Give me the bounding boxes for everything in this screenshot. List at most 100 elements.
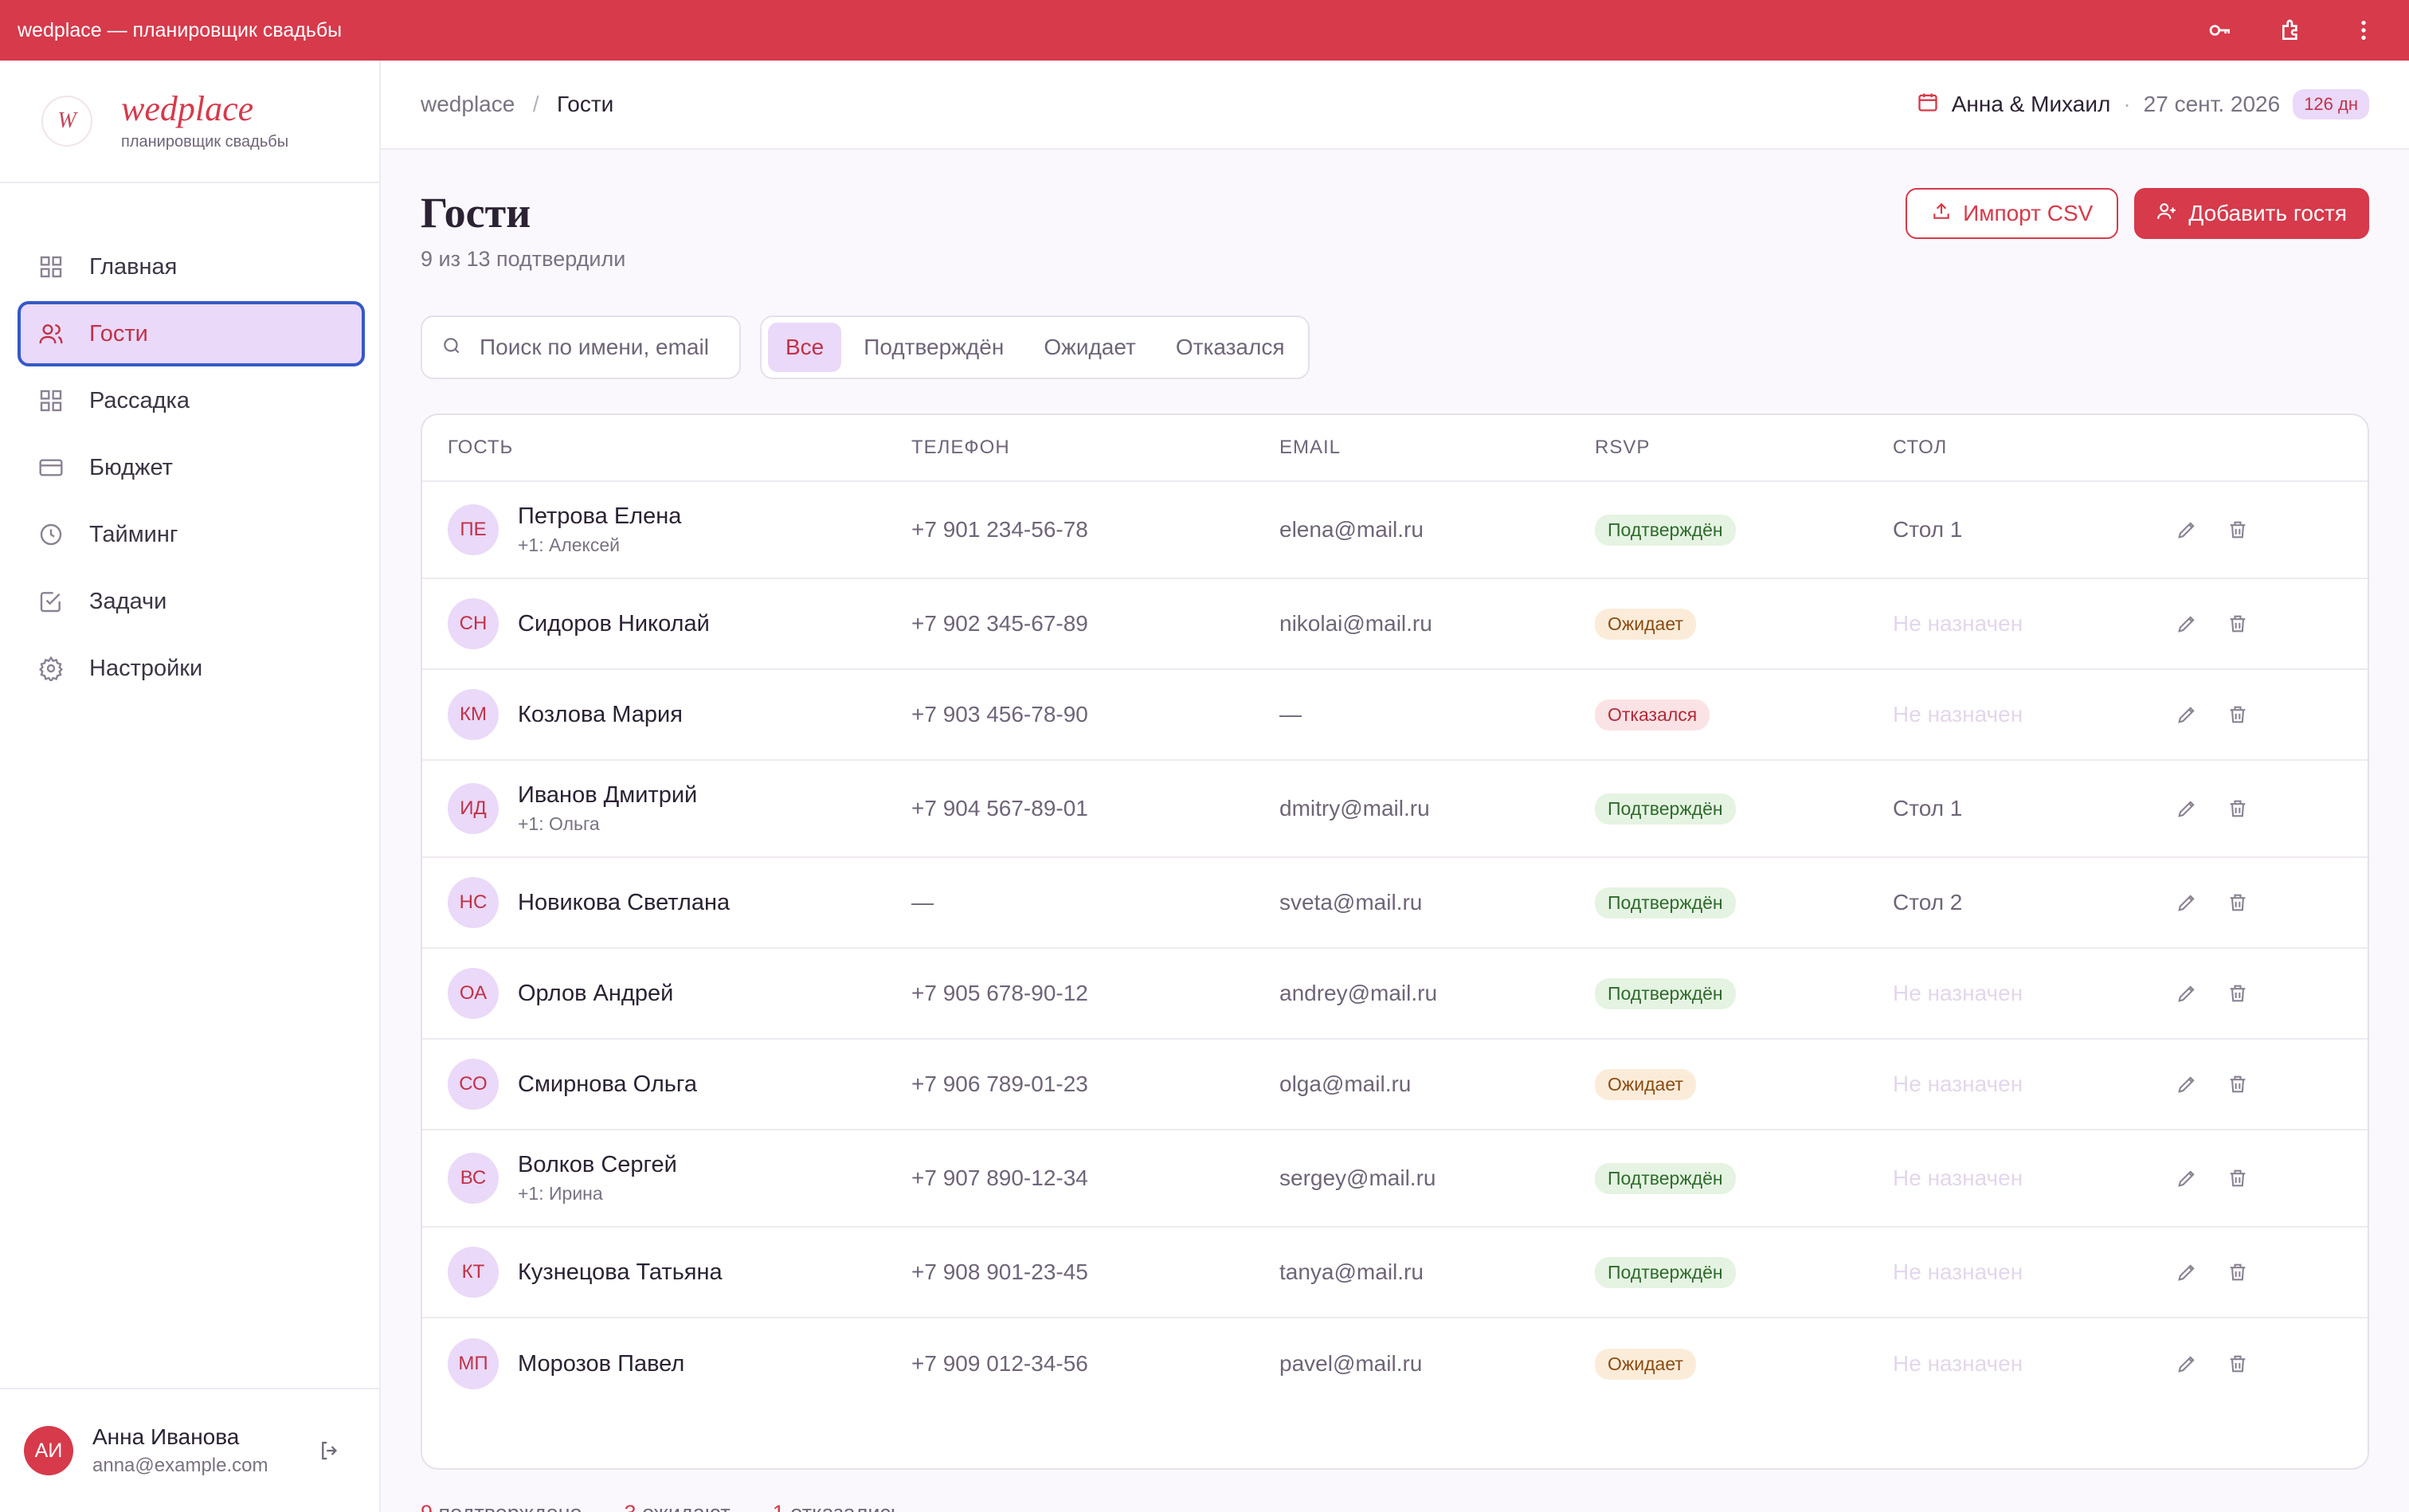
guest-info: Козлова Мария xyxy=(518,702,683,728)
guest-name: Орлов Андрей xyxy=(518,980,674,1006)
edit-icon[interactable] xyxy=(2175,1166,2199,1190)
row-actions xyxy=(2175,1072,2250,1096)
table-row[interactable]: ИД Иванов Дмитрий +1: Ольга +7 904 567-89-0… xyxy=(422,761,2368,858)
table-header: ГОСТЬ ТЕЛЕФОН EMAIL RSVP СТОЛ xyxy=(422,415,2368,482)
more-vertical-icon[interactable] xyxy=(2350,17,2377,44)
guest-phone: — xyxy=(911,890,934,915)
guest-email: tanya@mail.ru xyxy=(1279,1259,1424,1284)
edit-icon[interactable] xyxy=(2175,703,2199,727)
column-guest: ГОСТЬ xyxy=(448,437,514,458)
guest-phone: +7 904 567-89-01 xyxy=(911,796,1088,821)
import-csv-label: Импорт CSV xyxy=(1963,201,2094,225)
filter-confirmed[interactable]: Подтверждён xyxy=(864,335,1005,359)
edit-icon[interactable] xyxy=(2175,981,2199,1005)
table-row[interactable]: ВС Волков Сергей +1: Ирина +7 907 890-12-34… xyxy=(422,1130,2368,1228)
edit-icon[interactable] xyxy=(2175,1352,2199,1376)
rsvp-badge: Подтверждён xyxy=(1595,1256,1736,1288)
guest-info: Орлов Андрей xyxy=(518,981,673,1007)
table-row[interactable]: КТ Кузнецова Татьяна +7 908 901-23-45 tanya… xyxy=(422,1228,2368,1318)
rsvp-cell: Отказался xyxy=(1595,699,1893,731)
confirmed-count: 9 xyxy=(421,1501,433,1512)
logout-icon[interactable] xyxy=(315,1436,344,1465)
edit-icon[interactable] xyxy=(2175,1260,2199,1284)
guest-name: Иванов Дмитрий xyxy=(518,782,698,808)
table-row[interactable]: МП Морозов Павел +7 909 012-34-56 pavel@mai… xyxy=(422,1318,2368,1409)
edit-icon[interactable] xyxy=(2175,797,2199,821)
rsvp-cell: Подтверждён xyxy=(1595,1162,1893,1194)
sidebar-item-label: Задачи xyxy=(89,588,167,614)
guest-table: Не назначен xyxy=(1893,981,2023,1005)
table-row[interactable]: СО Смирнова Ольга +7 906 789-01-23 olga@mai… xyxy=(422,1040,2368,1130)
filter-all[interactable]: Все xyxy=(768,323,842,372)
sidebar-item-tasks[interactable]: Задачи xyxy=(18,569,365,634)
key-icon[interactable] xyxy=(2207,17,2234,44)
trash-icon[interactable] xyxy=(2226,797,2250,821)
guest-email: — xyxy=(1279,702,1302,727)
user-name: Анна Иванова xyxy=(92,1424,240,1449)
trash-icon[interactable] xyxy=(2226,518,2250,542)
guest-info: Морозов Павел xyxy=(518,1351,684,1377)
rsvp-cell: Подтверждён xyxy=(1595,887,1893,919)
edit-icon[interactable] xyxy=(2175,891,2199,915)
rsvp-badge: Подтверждён xyxy=(1595,793,1736,825)
guest-avatar: ВС xyxy=(448,1153,499,1204)
trash-icon[interactable] xyxy=(2226,1072,2250,1096)
couple-names: Анна & Михаил xyxy=(1951,92,2111,116)
edit-icon[interactable] xyxy=(2175,518,2199,542)
table-row[interactable]: СН Сидоров Николай +7 902 345-67-89 nikolai… xyxy=(422,579,2368,670)
trash-icon[interactable] xyxy=(2226,1166,2250,1190)
add-guest-button[interactable]: Добавить гостя xyxy=(2134,188,2369,239)
sidebar-item-home[interactable]: Главная xyxy=(18,234,365,300)
guest-name: Волков Сергей xyxy=(518,1152,677,1177)
summary-separator: · xyxy=(600,1501,607,1512)
table-row[interactable]: КМ Козлова Мария +7 903 456-78-90 — Отказалс… xyxy=(422,670,2368,761)
rsvp-badge: Подтверждён xyxy=(1595,514,1736,546)
trash-icon[interactable] xyxy=(2226,1352,2250,1376)
sidebar-item-timing[interactable]: Тайминг xyxy=(18,502,365,567)
edit-icon[interactable] xyxy=(2175,1072,2199,1096)
filter-pending[interactable]: Ожидает xyxy=(1044,335,1136,359)
filter-declined[interactable]: Отказался xyxy=(1175,335,1285,359)
trash-icon[interactable] xyxy=(2226,1260,2250,1284)
trash-icon[interactable] xyxy=(2226,703,2250,727)
guest-table: Стол 2 xyxy=(1893,890,1963,915)
rsvp-cell: Ожидает xyxy=(1595,1068,1893,1100)
import-csv-button[interactable]: Импорт CSV xyxy=(1906,188,2119,239)
trash-icon[interactable] xyxy=(2226,612,2250,636)
search-input[interactable] xyxy=(480,335,719,360)
rsvp-cell: Ожидает xyxy=(1595,608,1893,640)
guest-cell: ПЕ Петрова Елена +1: Алексей xyxy=(422,503,911,556)
table-row[interactable]: ПЕ Петрова Елена +1: Алексей +7 901 234-56-… xyxy=(422,482,2368,579)
wedding-date: 27 сент. 2026 xyxy=(2143,92,2281,116)
trash-icon[interactable] xyxy=(2226,981,2250,1005)
avatar[interactable]: АИ xyxy=(24,1426,73,1475)
edit-icon[interactable] xyxy=(2175,612,2199,636)
search-box xyxy=(421,315,741,379)
page-actions: Импорт CSV Добавить гостя xyxy=(1906,188,2369,239)
trash-icon[interactable] xyxy=(2226,891,2250,915)
guest-info: Смирнова Ольга xyxy=(518,1071,697,1098)
sidebar-item-guests[interactable]: Гости xyxy=(18,301,365,366)
table-row[interactable]: НС Новикова Светлана — sveta@mail.ru Подтвер… xyxy=(422,858,2368,949)
row-actions xyxy=(2175,703,2250,727)
table-row[interactable]: ОА Орлов Андрей +7 905 678-90-12 andrey@mai… xyxy=(422,949,2368,1040)
breadcrumb-root[interactable]: wedplace xyxy=(421,92,515,116)
guest-info: Кузнецова Татьяна xyxy=(518,1259,723,1286)
guest-email: sveta@mail.ru xyxy=(1279,890,1423,915)
guest-email: elena@mail.ru xyxy=(1279,517,1424,542)
brand-subtitle: планировщик свадьбы xyxy=(121,132,289,151)
guest-name: Кузнецова Татьяна xyxy=(518,1259,723,1285)
rsvp-badge: Подтверждён xyxy=(1595,1162,1736,1194)
window-titlebar: wedplace — планировщик свадьбы xyxy=(0,0,2409,61)
rsvp-cell: Подтверждён xyxy=(1595,514,1893,546)
guest-cell: ОА Орлов Андрей xyxy=(422,968,911,1019)
sidebar-item-settings[interactable]: Настройки xyxy=(18,636,365,701)
guest-phone: +7 905 678-90-12 xyxy=(911,981,1088,1005)
row-actions xyxy=(2175,1166,2250,1190)
sidebar-item-seating[interactable]: Рассадка xyxy=(18,368,365,433)
wedding-info: Анна & Михаил · 27 сент. 2026 126 дн xyxy=(1917,89,2369,119)
extension-icon[interactable] xyxy=(2278,17,2305,44)
sidebar-nav: Главная Гости Рассадка Бюджет Тайминг xyxy=(0,183,379,701)
sidebar-item-budget[interactable]: Бюджет xyxy=(18,435,365,500)
brand[interactable]: W wedplace планировщик свадьбы xyxy=(0,61,379,183)
